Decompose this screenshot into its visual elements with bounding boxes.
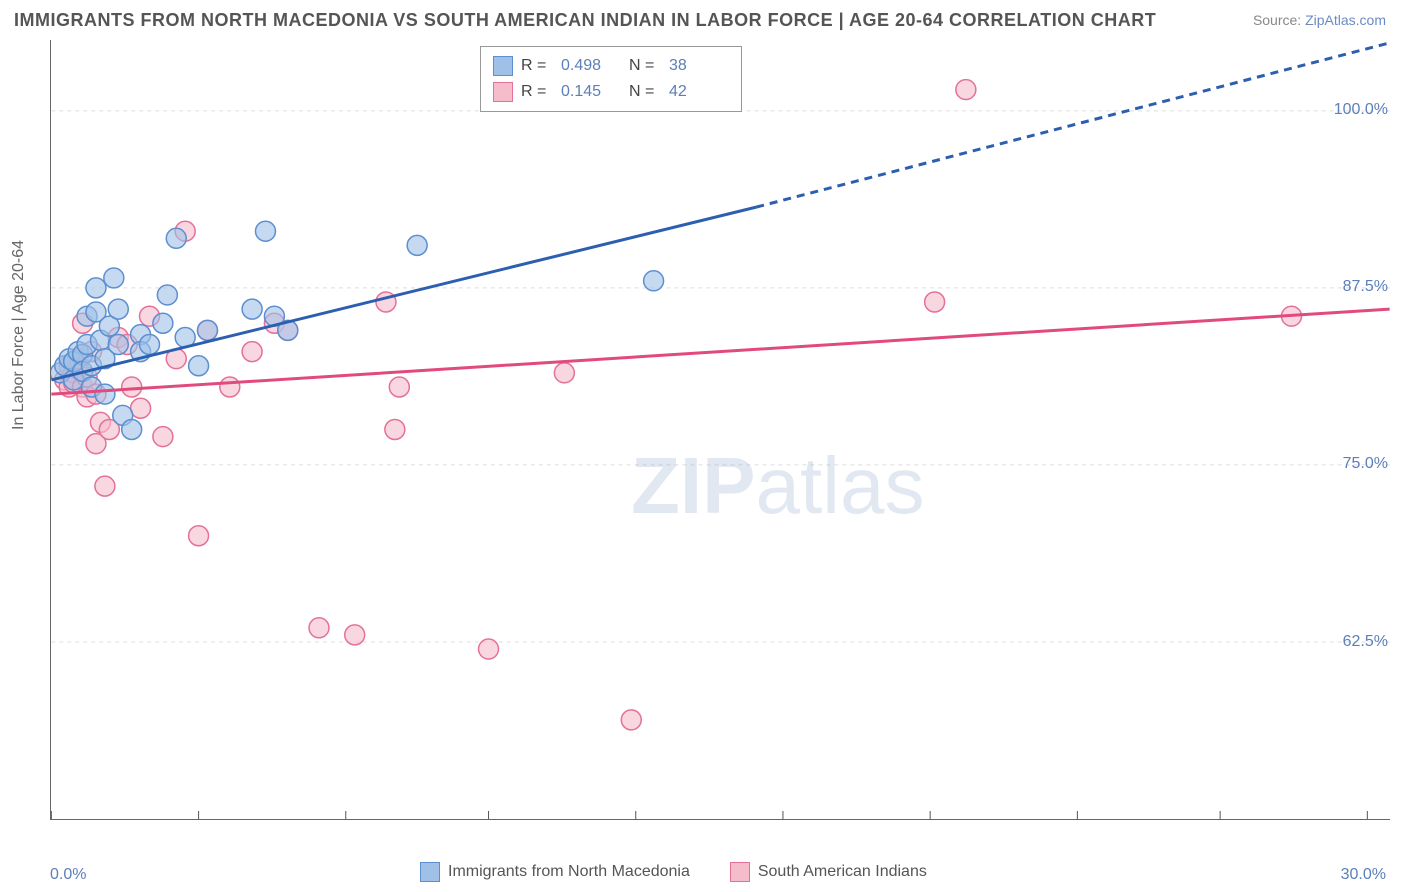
source-link[interactable]: ZipAtlas.com bbox=[1305, 12, 1386, 28]
legend-label-1: Immigrants from North Macedonia bbox=[448, 863, 690, 881]
legend-n-value-2: 42 bbox=[669, 83, 729, 101]
y-tick-label: 75.0% bbox=[1343, 455, 1388, 473]
legend-swatch-2 bbox=[730, 862, 750, 882]
legend-r-label: R = bbox=[521, 83, 553, 101]
legend-item-1: Immigrants from North Macedonia bbox=[420, 862, 690, 882]
chart-title: IMMIGRANTS FROM NORTH MACEDONIA VS SOUTH… bbox=[14, 10, 1156, 31]
y-axis-label: In Labor Force | Age 20-64 bbox=[10, 240, 28, 430]
plot-area: ZIPatlas bbox=[50, 40, 1390, 820]
legend-swatch-series2 bbox=[493, 82, 513, 102]
legend-r-label: R = bbox=[521, 57, 553, 75]
legend-n-label: N = bbox=[629, 57, 661, 75]
legend-r-value-1: 0.498 bbox=[561, 57, 621, 75]
legend-n-value-1: 38 bbox=[669, 57, 729, 75]
source-prefix: Source: bbox=[1253, 12, 1305, 28]
correlation-legend: R = 0.498 N = 38 R = 0.145 N = 42 bbox=[480, 46, 742, 112]
series-legend: Immigrants from North Macedonia South Am… bbox=[420, 862, 927, 882]
legend-swatch-1 bbox=[420, 862, 440, 882]
x-tick-label-min: 0.0% bbox=[50, 866, 86, 884]
legend-row-series2: R = 0.145 N = 42 bbox=[493, 79, 729, 105]
y-tick-label: 62.5% bbox=[1343, 633, 1388, 651]
scatter-plot-svg bbox=[51, 40, 1390, 819]
y-tick-label: 87.5% bbox=[1343, 278, 1388, 296]
legend-n-label: N = bbox=[629, 83, 661, 101]
source-attribution: Source: ZipAtlas.com bbox=[1253, 12, 1386, 28]
chart-container: IMMIGRANTS FROM NORTH MACEDONIA VS SOUTH… bbox=[0, 0, 1406, 892]
legend-item-2: South American Indians bbox=[730, 862, 927, 882]
legend-row-series1: R = 0.498 N = 38 bbox=[493, 53, 729, 79]
x-tick-label-max: 30.0% bbox=[1341, 866, 1386, 884]
legend-label-2: South American Indians bbox=[758, 863, 927, 881]
y-tick-label: 100.0% bbox=[1334, 101, 1388, 119]
legend-swatch-series1 bbox=[493, 56, 513, 76]
legend-r-value-2: 0.145 bbox=[561, 83, 621, 101]
